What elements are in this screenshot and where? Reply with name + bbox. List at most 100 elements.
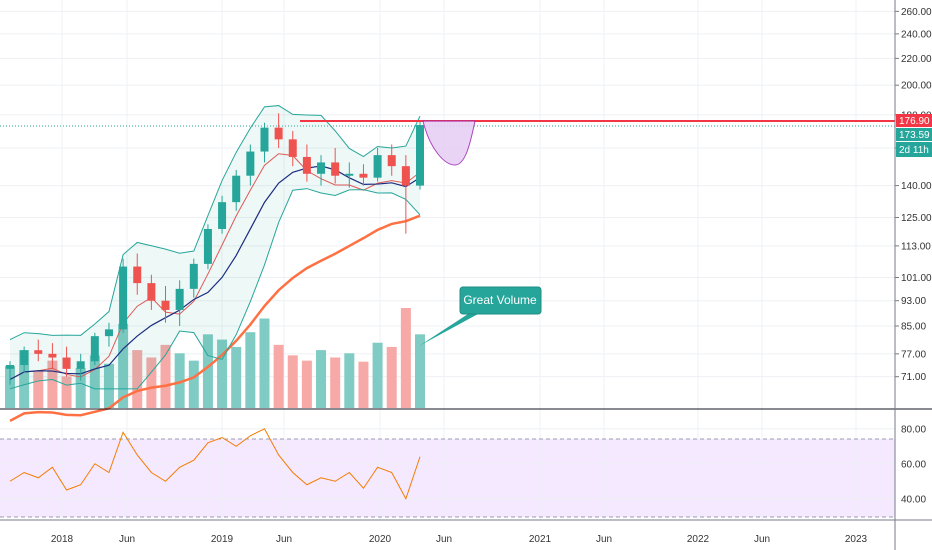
last-price-badge-bg [896,128,932,141]
candle [331,148,340,184]
price-tick-label: 101.00 [901,273,932,284]
candle-body [34,350,43,354]
candle-body [119,266,128,330]
candle-body [359,173,368,178]
resistance-badge-bg [896,114,932,127]
countdown-badge-label: 2d 11h [899,145,929,156]
moving-averages [9,153,421,422]
volume-bar [103,363,114,408]
time-tick-label: Jun [119,534,135,545]
volume-bar [132,350,143,408]
volume-bar [202,334,213,408]
candle [416,121,424,190]
volume-bar [5,365,15,408]
candle-body [48,353,57,358]
cup-projection-shape[interactable] [422,120,476,166]
price-tick-label: 260.00 [901,7,932,18]
candle [133,253,142,295]
time-tick-label: 2023 [845,534,868,545]
bollinger-upper [9,105,421,341]
candle-body [274,127,283,140]
candle [260,122,269,163]
rsi-tick-label: 80.00 [901,424,926,435]
candle-body [104,329,113,337]
rsi-tick-label: 60.00 [901,459,926,470]
volume-bar [217,339,228,408]
price-pane[interactable] [0,0,895,408]
candle [189,258,198,298]
rsi-tick-label: 40.00 [901,494,926,505]
candle [62,346,71,377]
candle-body [401,166,410,186]
candle-body [203,228,212,264]
price-tick-label: 240.00 [901,29,932,40]
candle [34,339,43,362]
price-scale[interactable]: 260.00240.00220.00200.00180.00160.00140.… [895,7,932,383]
bollinger-fill [10,105,420,389]
time-scale[interactable]: 2018 Jun 2019 Jun 2020 Jun 2021 Jun 2022 Jun 2023 [51,534,868,545]
candle-body [90,336,99,362]
rsi-line-group [9,428,421,501]
volume-bar [330,357,341,408]
volume-bar [118,323,129,408]
candle [317,155,326,186]
time-tick-label: Jun [436,534,452,545]
volume-bar [245,332,256,408]
candle [401,155,410,234]
rsi-line [9,428,421,501]
time-tick-label: 2022 [687,534,710,545]
candle [203,224,212,270]
grid-lines [0,0,895,520]
candle-body [260,127,269,152]
candle-body [189,263,198,289]
volume-bar [400,308,411,408]
volume-bar [160,344,171,408]
volume-bar [301,360,312,408]
resistance-badge-label: 176.90 [899,116,930,127]
volume-bar [89,355,100,408]
price-tick-label: 93.00 [901,296,926,307]
candle-body [133,266,142,284]
candle-body [317,162,326,174]
candle [6,361,14,385]
rsi-band-fill [0,439,895,517]
time-tick-label: Jun [596,534,612,545]
resistance-price-badge: 176.90 [896,114,932,127]
candle-body [288,139,297,157]
candle [218,195,227,234]
countdown-badge-bg [896,142,932,157]
candle [373,148,382,182]
candle [161,285,170,323]
candle [302,144,311,182]
rsi-scale[interactable]: 80.00 60.00 40.00 [901,424,926,505]
time-tick-label: 2021 [529,534,552,545]
time-tick-label: 2020 [369,534,392,545]
candle-body [175,288,184,310]
price-tick-label: 200.00 [901,81,932,92]
candle-body [331,162,340,176]
candle-body [416,125,424,186]
candle [104,322,113,347]
price-tick-label: 71.00 [901,372,926,383]
candle-body [62,357,71,369]
last-price-badge-label: 173.59 [899,130,930,141]
candle [147,274,156,310]
candle [288,130,297,167]
candle [175,280,184,327]
candle-body [6,365,14,369]
candle-body [147,283,156,301]
volume-bar [259,318,270,408]
price-tick-label: 125.00 [901,213,932,224]
candle-body [387,155,396,167]
candle-body [20,350,29,366]
ma-slow-line [9,214,421,422]
ma-mid-line [9,165,421,380]
candle-body [373,155,382,178]
volume-bar [231,346,242,408]
candle-body [246,151,255,176]
great-volume-callout[interactable]: Great Volume [419,286,542,346]
candle [20,346,29,373]
volume-bar [174,353,185,408]
